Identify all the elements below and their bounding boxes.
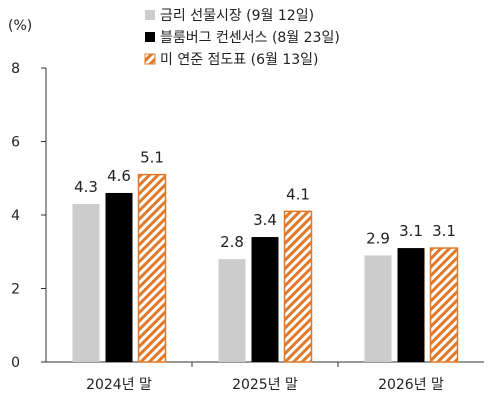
bar-2 xyxy=(251,237,279,362)
data-label: 4.1 xyxy=(286,185,310,203)
data-label: 2.8 xyxy=(220,233,244,251)
legend-label-1: 금리 선물시장 (9월 12일) xyxy=(160,8,314,24)
x-category-label: 2025년 말 xyxy=(232,377,298,393)
bar-1 xyxy=(218,259,246,362)
x-category-label: 2026년 말 xyxy=(378,377,444,393)
unit-label: (%) xyxy=(8,18,32,34)
y-tick-label: 6 xyxy=(11,135,20,151)
bar-2 xyxy=(105,192,133,362)
bar-3 xyxy=(429,247,459,363)
bars xyxy=(72,173,459,363)
legend-label-3: 미 연준 점도표 (6월 13일) xyxy=(160,52,319,68)
data-label: 2.9 xyxy=(366,229,390,247)
data-label: 4.6 xyxy=(107,167,131,185)
y-tick-label: 8 xyxy=(11,61,20,77)
bar-1 xyxy=(72,203,100,362)
bar-3 xyxy=(137,173,167,363)
data-label: 3.1 xyxy=(432,222,456,240)
data-labels: 4.3 4.6 5.1 2.8 3.4 4.1 2.9 3.1 3.1 xyxy=(74,149,456,252)
data-label: 4.3 xyxy=(74,178,98,196)
y-tick-label: 4 xyxy=(11,208,20,224)
bar-2 xyxy=(397,248,425,362)
data-label: 3.4 xyxy=(253,211,277,229)
data-label: 5.1 xyxy=(140,149,164,167)
legend-swatch-2 xyxy=(145,32,155,42)
y-tick-label: 2 xyxy=(11,282,20,298)
bar-3 xyxy=(283,210,313,363)
legend-swatch-1 xyxy=(145,10,155,20)
y-tick-label: 0 xyxy=(11,355,20,371)
legend-swatch-3 xyxy=(144,53,156,65)
x-category-label: 2024년 말 xyxy=(86,377,152,393)
data-label: 3.1 xyxy=(399,222,423,240)
bar-1 xyxy=(364,255,392,362)
legend: 금리 선물시장 (9월 12일) 블룸버그 컨센서스 (8월 23일) 미 연준 점… xyxy=(144,8,340,68)
legend-label-2: 블룸버그 컨센서스 (8월 23일) xyxy=(160,30,340,46)
